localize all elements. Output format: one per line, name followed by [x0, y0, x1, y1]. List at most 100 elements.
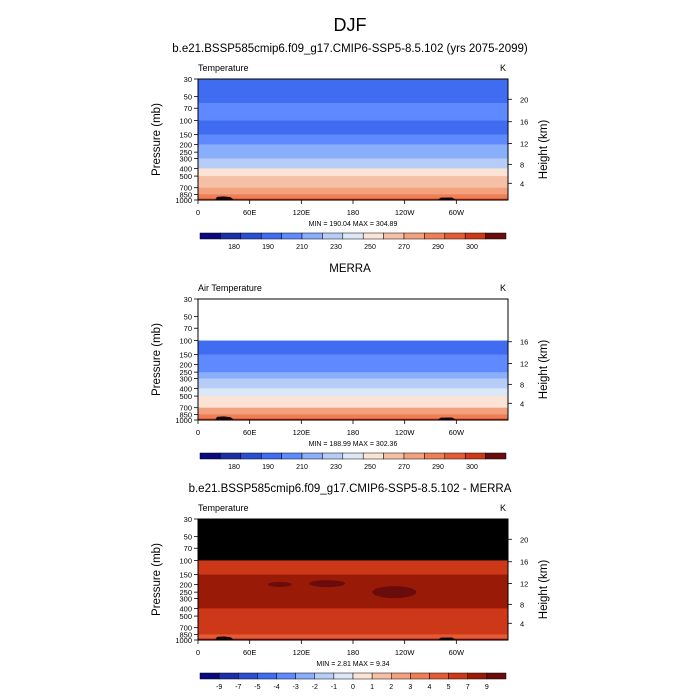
x-tick-label: 180 [347, 428, 360, 437]
terrain-africa [215, 196, 235, 200]
contour-band [198, 144, 508, 153]
y-axis-title: Pressure (mb) [151, 103, 163, 176]
panel-heading: b.e21.BSSP585cmip6.f09_g17.CMIP6-SSP5-8.… [172, 43, 528, 55]
colorbar-box [220, 232, 242, 240]
colorbar-label: 250 [364, 464, 376, 471]
x-tick-label: 60E [243, 648, 256, 657]
colorbar-label: 1 [370, 684, 374, 691]
contour-band [198, 608, 508, 617]
y-tick-label: 400 [179, 604, 192, 613]
terrain-africa [215, 416, 235, 420]
y-tick-label: 1000 [175, 636, 192, 645]
x-tick-label: 120E [293, 208, 311, 217]
chart-panel-1: b.e21.BSSP585cmip6.f09_g17.CMIP6-SSP5-8.… [151, 43, 550, 251]
y-tick-label: 50 [184, 533, 192, 542]
colorbar-label: 270 [398, 244, 410, 251]
y-tick-label: 500 [179, 612, 192, 621]
y-tick-label: 250 [179, 368, 192, 377]
panel-heading: b.e21.BSSP585cmip6.f09_g17.CMIP6-SSP5-8.… [189, 483, 512, 495]
y2-tick-label: 16 [520, 338, 528, 347]
colorbar-label: 300 [466, 244, 478, 251]
y-tick-label: 100 [179, 337, 192, 346]
contour-band [198, 627, 508, 635]
variable-label: Air Temperature [198, 283, 262, 293]
colorbar-label: 180 [228, 464, 240, 471]
y-tick-label: 30 [184, 515, 192, 524]
colorbar-box [333, 672, 354, 680]
y-axis-title: Pressure (mb) [151, 543, 163, 616]
y-tick-label: 700 [179, 624, 192, 633]
colorbar-label: 0 [351, 684, 355, 691]
y-tick-label: 150 [179, 571, 192, 580]
y2-tick-label: 12 [520, 579, 528, 588]
y2-tick-label: 16 [520, 558, 528, 567]
y-tick-label: 150 [179, 131, 192, 140]
colorbar-label: -5 [254, 684, 260, 691]
contour-band [198, 79, 508, 104]
x-tick-label: 0 [196, 208, 200, 217]
y-tick-label: 70 [184, 104, 192, 113]
x-tick-label: 180 [347, 648, 360, 657]
y-tick-label: 400 [179, 164, 192, 173]
colorbar-box [362, 452, 384, 460]
x-tick-label: 120W [395, 208, 416, 217]
colorbar-box [218, 672, 239, 680]
y2-tick-label: 8 [520, 380, 524, 389]
y-tick-label: 200 [179, 360, 192, 369]
terrain-andes [437, 197, 457, 200]
colorbar-box [383, 452, 405, 460]
x-tick-label: 60E [243, 208, 256, 217]
colorbar-box [281, 232, 303, 240]
y-tick-label: 250 [179, 148, 192, 157]
contour-band [198, 598, 508, 609]
colorbar-label: -2 [312, 684, 318, 691]
y-tick-label: 700 [179, 184, 192, 193]
colorbar-box [199, 672, 220, 680]
colorbar-box [444, 232, 466, 240]
colorbar-box [371, 672, 392, 680]
contour-band [198, 364, 508, 373]
y-tick-label: 300 [179, 374, 192, 383]
contour-band [198, 378, 508, 389]
colorbar-label: 2 [389, 684, 393, 691]
anomaly-blob [372, 586, 417, 599]
y2-axis-title: Height (km) [538, 120, 550, 180]
colorbar-label: 7 [466, 684, 470, 691]
y-tick-label: 200 [179, 140, 192, 149]
colorbar-box [314, 672, 335, 680]
panel-heading: MERRA [329, 263, 371, 275]
colorbar-label: 180 [228, 244, 240, 251]
y-tick-label: 50 [184, 93, 192, 102]
figure-title: DJF [334, 15, 367, 35]
y-tick-label: 30 [184, 75, 192, 84]
colorbar-label: 9 [485, 684, 489, 691]
colorbar-box [444, 452, 466, 460]
colorbar-box [342, 232, 364, 240]
colorbar-box [322, 452, 344, 460]
colorbar-box [424, 232, 446, 240]
y2-axis-title: Height (km) [538, 560, 550, 620]
contour-band [198, 152, 508, 160]
colorbar-box [295, 672, 315, 680]
y-tick-label: 100 [179, 117, 192, 126]
contour-band-surface [198, 198, 508, 200]
colorbar-box [403, 452, 425, 460]
y-tick-label: 100 [179, 557, 192, 566]
colorbar-label: 5 [447, 684, 451, 691]
colorbar-box [464, 452, 486, 460]
y-tick-label: 50 [184, 313, 192, 322]
colorbar-box [486, 672, 507, 680]
x-tick-label: 120W [395, 648, 416, 657]
y2-tick-label: 20 [520, 95, 528, 104]
contour-band [198, 340, 508, 356]
y-tick-label: 850 [179, 630, 192, 639]
y-tick-label: 400 [179, 384, 192, 393]
y2-tick-label: 4 [520, 619, 524, 628]
y2-tick-label: 20 [520, 535, 528, 544]
colorbar-label: 4 [428, 684, 432, 691]
panels: b.e21.BSSP585cmip6.f09_g17.CMIP6-SSP5-8.… [151, 43, 550, 691]
terrain-andes [437, 417, 457, 420]
colorbar-label: 3 [408, 684, 412, 691]
contour-band [198, 194, 508, 201]
x-tick-label: 60E [243, 428, 256, 437]
